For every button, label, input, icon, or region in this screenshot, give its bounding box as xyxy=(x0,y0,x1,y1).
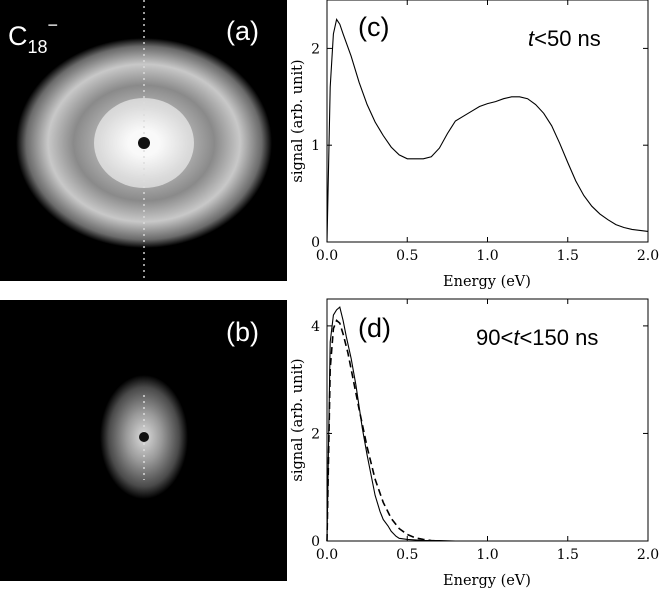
panel-label-a: (a) xyxy=(226,16,259,46)
chart-d-ticks: 0.0 0.5 1.0 1.5 2.0 0 2 4 xyxy=(311,299,659,563)
chart-d-ytick-label: 4 xyxy=(311,319,320,335)
chart-c-series-signal xyxy=(326,18,649,243)
chart-d-xtick-label: 0.0 xyxy=(316,547,338,563)
chart-c-xtick-label: 0.5 xyxy=(396,248,418,264)
chart-c-xtick-label: 1.5 xyxy=(557,248,579,264)
chart-d-series-fit xyxy=(326,319,440,542)
image-b: (b) xyxy=(0,300,287,581)
x-axis-label-c: Energy (eV) xyxy=(443,274,531,290)
y-axis-label-c: signal (arb. unit) xyxy=(290,59,306,182)
chart-c-ytick-label: 0 xyxy=(311,235,320,251)
chart-c-ytick-label: 2 xyxy=(311,41,320,57)
chart-d-ytick-label: 0 xyxy=(311,534,320,550)
chart-c: 0.0 0.5 1.0 1.5 2.0 0 1 2 (c) t<50 ns Energy (e… xyxy=(290,0,659,290)
image-b-center-spot xyxy=(139,432,149,442)
chart-d-series-measured xyxy=(326,306,600,542)
panel-label-d: (d) xyxy=(358,313,391,343)
chart-c-xtick-label: 1.0 xyxy=(476,248,498,264)
species-label: C18− xyxy=(8,15,58,57)
time-window-annotation-c: t<50 ns xyxy=(528,26,601,51)
chart-d-xtick-label: 0.5 xyxy=(396,547,418,563)
time-window-annotation-d: 90<t<150 ns xyxy=(476,325,598,350)
chart-c-xtick-label: 2.0 xyxy=(637,248,659,264)
chart-d-series xyxy=(326,306,600,542)
chart-d-ytick-label: 2 xyxy=(311,426,320,442)
panel-label-c: (c) xyxy=(358,12,389,42)
x-axis-label-d: Energy (eV) xyxy=(443,573,531,589)
chart-c-ytick-label: 1 xyxy=(311,138,320,154)
chart-c-ticks: 0.0 0.5 1.0 1.5 2.0 0 1 2 xyxy=(311,0,659,264)
image-a-center-spot xyxy=(138,137,150,149)
chart-c-xtick-label: 0.0 xyxy=(316,248,338,264)
chart-d-xtick-label: 1.5 xyxy=(557,547,579,563)
chart-d-xtick-label: 2.0 xyxy=(637,547,659,563)
image-a: C18− (a) xyxy=(0,0,287,281)
panel-label-b: (b) xyxy=(226,317,259,347)
chart-c-series xyxy=(326,18,649,243)
chart-d: 0.0 0.5 1.0 1.5 2.0 0 2 4 (d) 90<t<150 ns Energ… xyxy=(290,298,659,589)
y-axis-label-d: signal (arb. unit) xyxy=(290,358,306,481)
chart-d-xtick-label: 1.0 xyxy=(476,547,498,563)
